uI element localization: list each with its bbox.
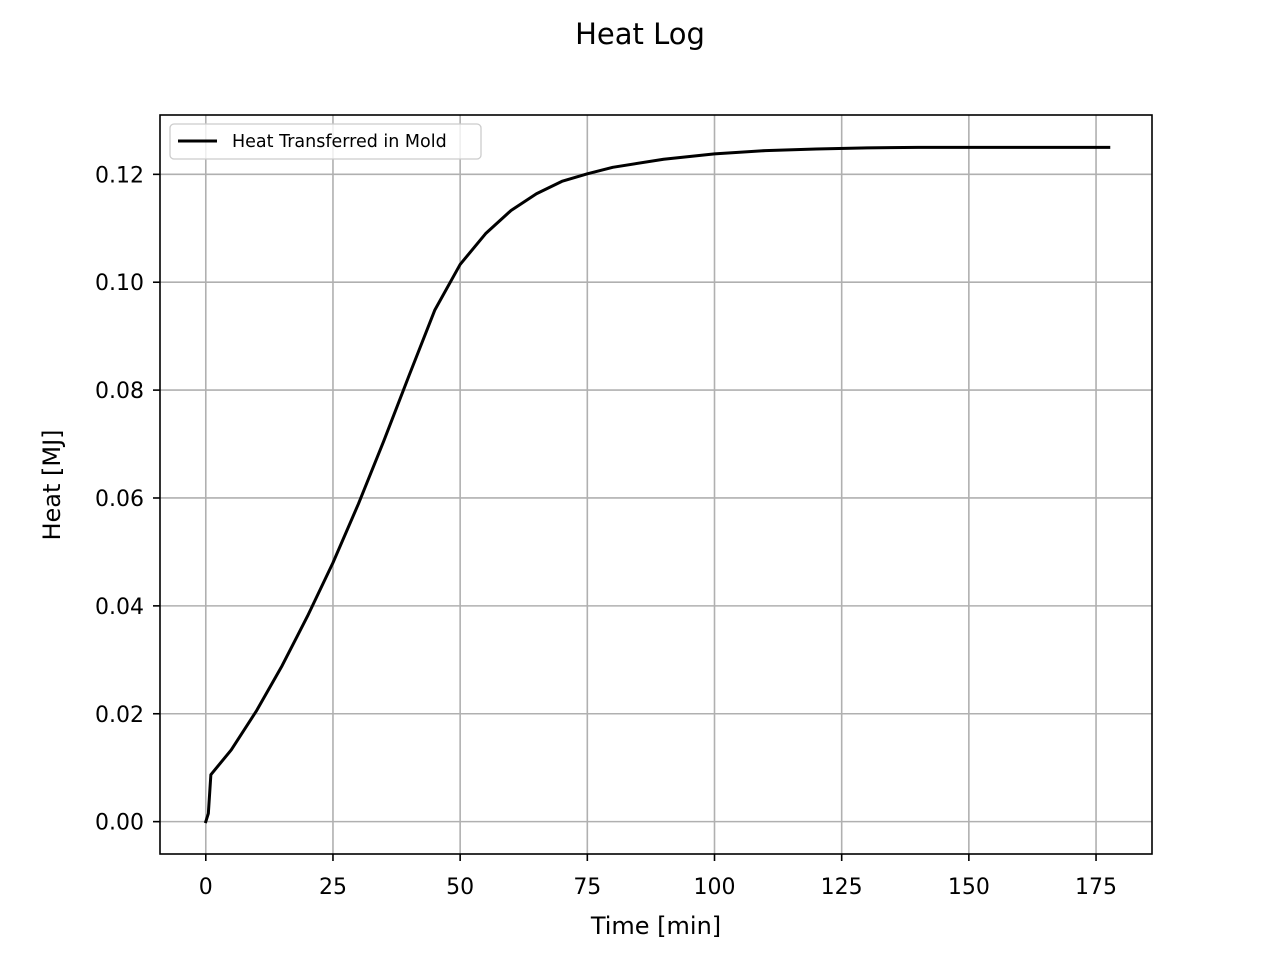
series-layer [203, 145, 1111, 824]
grid [160, 115, 1152, 854]
y-axis-title: Heat [MJ] [38, 429, 66, 540]
x-tick-label: 175 [1075, 875, 1117, 900]
x-tick-label: 0 [199, 875, 213, 900]
x-tick-label: 25 [319, 875, 347, 900]
x-axis: 0 25 50 75 100 125 150 175 [199, 854, 1117, 900]
series-line [203, 145, 1111, 824]
x-tick-label: 150 [948, 875, 990, 900]
plot-frame [159, 114, 1153, 855]
y-tick-label: 0.06 [95, 487, 144, 512]
y-tick-label: 0.04 [95, 595, 144, 620]
y-tick-label: 0.10 [95, 271, 144, 296]
legend-box [169, 123, 482, 160]
x-tick-label: 100 [694, 875, 736, 900]
y-tick-label: 0.08 [95, 379, 144, 404]
x-axis-title: Time [min] [590, 912, 721, 940]
y-axis: 0.00 0.02 0.04 0.06 0.08 0.10 0.12 [95, 163, 160, 836]
chart-title: Heat Log [575, 17, 705, 51]
y-tick-label: 0.02 [95, 703, 144, 728]
x-tick-label: 50 [446, 875, 474, 900]
x-tick-label: 75 [573, 875, 601, 900]
x-tick-label: 125 [821, 875, 863, 900]
legend-label: Heat Transferred in Mold [232, 132, 447, 152]
y-tick-label: 0.00 [95, 811, 144, 836]
y-tick-label: 0.12 [95, 163, 144, 188]
legend: Heat Transferred in Mold [169, 123, 482, 160]
